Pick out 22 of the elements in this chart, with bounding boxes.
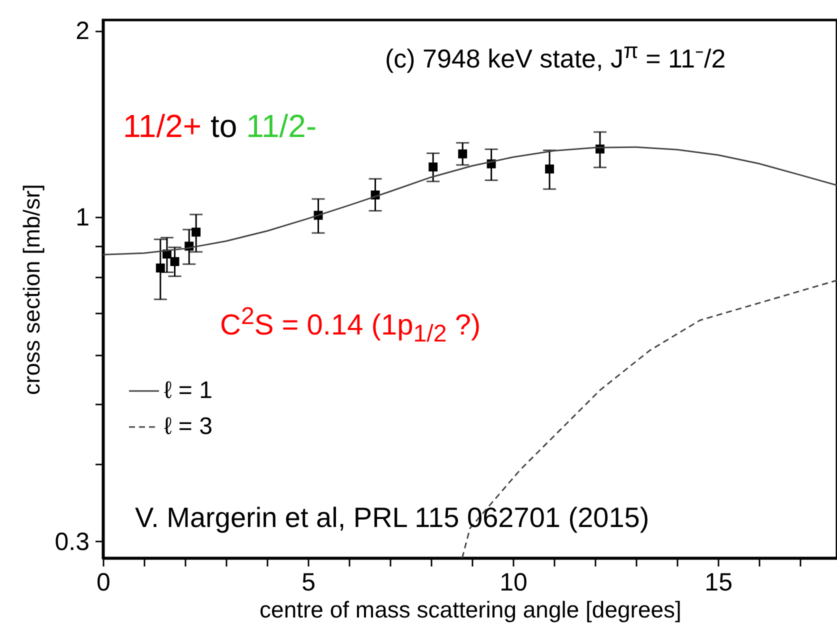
legend-label: ℓ = 3: [164, 413, 212, 440]
point: [545, 164, 554, 174]
x-tick-label: 0: [96, 568, 110, 596]
point: [156, 264, 165, 272]
y-tick-label: 2: [76, 17, 90, 46]
point: [192, 228, 201, 237]
x-axis-title: centre of mass scattering angle [degrees]: [260, 596, 682, 622]
annotation: C$^{2}$S = 0.14 (1p$_{1/2}$ ?): [220, 303, 481, 348]
point: [170, 257, 180, 266]
x-tick-label: 5: [302, 568, 316, 596]
annotation: (c) 7948 keV state, J$^{π}$ = 11⁻/2: [385, 38, 726, 76]
y-axis-title: cross section [mb/sr]: [18, 184, 45, 395]
x-tick-label: 15: [704, 568, 732, 596]
y-tick-label: 0.3: [54, 528, 90, 556]
legend-label: ℓ = 1: [164, 377, 212, 404]
y-tick-label: 1: [76, 204, 90, 232]
annotation: V. Margerin et al, PRL 115 062701 (2015): [135, 502, 650, 534]
point: [458, 149, 468, 158]
annotation: 11/2+ to 11/2-: [123, 108, 317, 144]
x-tick-label: 10: [500, 568, 528, 596]
point: [428, 162, 438, 172]
line-series: [103, 146, 837, 256]
